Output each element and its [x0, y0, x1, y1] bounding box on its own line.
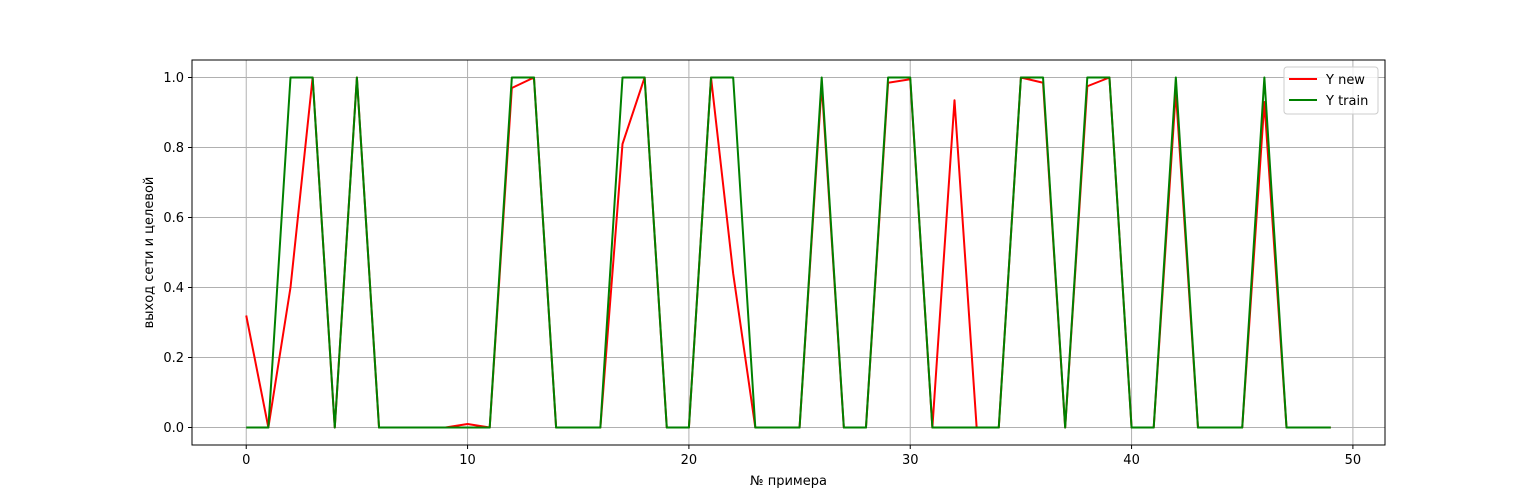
y-tick-label: 0.0	[163, 421, 184, 436]
series-line-y-train	[246, 76, 1331, 429]
legend: Y new Y train	[1283, 66, 1379, 115]
x-tick-label: 20	[681, 453, 698, 468]
x-tick-label: 10	[459, 453, 476, 468]
plot-area-frame	[191, 59, 1386, 446]
y-tick-label: 0.6	[163, 211, 184, 226]
y-tick-label: 0.2	[163, 351, 184, 366]
x-axis-label: № примера	[750, 474, 827, 489]
series-lines	[245, 76, 1331, 429]
x-tick-label: 50	[1345, 453, 1362, 468]
legend-label-y-new: Y new	[1325, 73, 1365, 88]
legend-label-y-train: Y train	[1325, 94, 1368, 109]
grid	[192, 60, 1385, 445]
y-axis-label: выход сети и целевой	[142, 177, 157, 329]
axis-ticks: 0 10 20 30 40 50 0.0 0.2 0.4 0.6 0.8 1.0	[163, 71, 1361, 468]
x-tick-label: 40	[1123, 453, 1140, 468]
y-tick-label: 0.4	[163, 281, 184, 296]
x-tick-label: 30	[902, 453, 919, 468]
y-tick-label: 0.8	[163, 141, 184, 156]
x-tick-label: 0	[242, 453, 250, 468]
y-tick-label: 1.0	[163, 71, 184, 86]
